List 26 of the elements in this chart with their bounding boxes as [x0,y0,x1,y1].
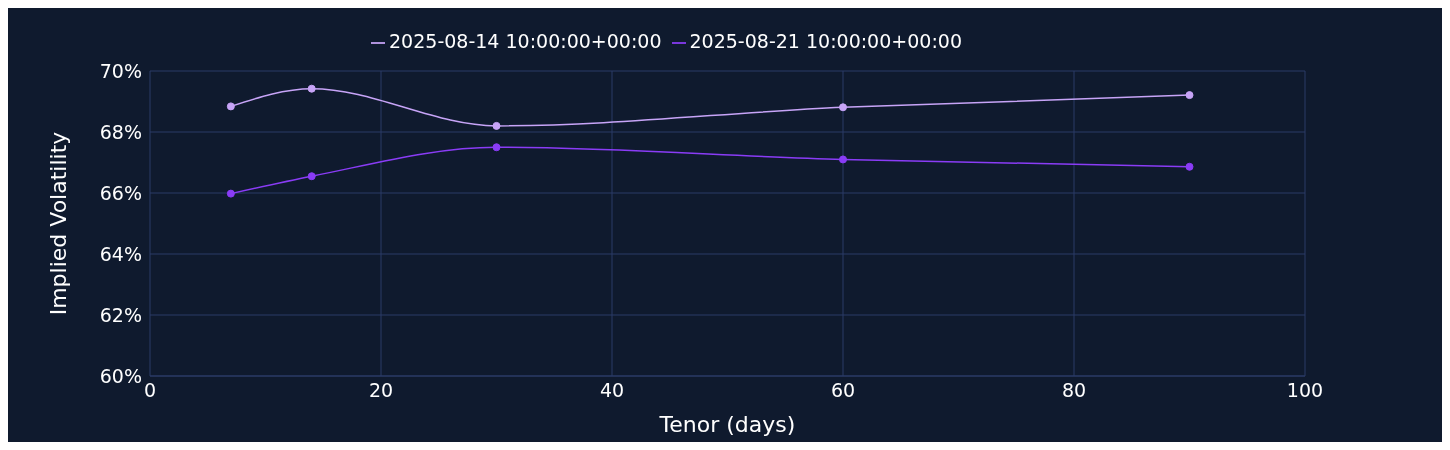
x-tick-label: 40 [599,379,625,402]
y-tick-label: 60% [99,364,142,387]
legend-label: 2025-08-21 10:00:00+00:00 [689,30,962,52]
x-axis-title: Tenor (days) [658,412,796,437]
point [492,121,501,130]
y-tick-label: 68% [99,120,142,143]
point [226,189,235,198]
point [1185,162,1194,171]
x-tick-label: 60 [830,379,856,402]
point [226,102,235,111]
x-tick-label: 80 [1061,379,1087,402]
y-axis-title: Implied Volatility [45,131,71,316]
point [307,84,316,93]
y-tick-label: 62% [99,303,142,326]
point [1185,91,1194,100]
x-tick-label: 20 [368,379,394,402]
point [839,155,847,164]
point [307,172,316,181]
legend-label: 2025-08-14 10:00:00+00:00 [389,30,662,52]
y-tick-label: 66% [99,181,142,204]
y-tick-label: 70% [99,59,142,82]
y-tick-label: 64% [99,242,142,265]
point [492,143,501,152]
point [839,103,847,112]
x-tick-label: 100 [1286,379,1324,402]
x-tick-label: 0 [143,379,157,402]
